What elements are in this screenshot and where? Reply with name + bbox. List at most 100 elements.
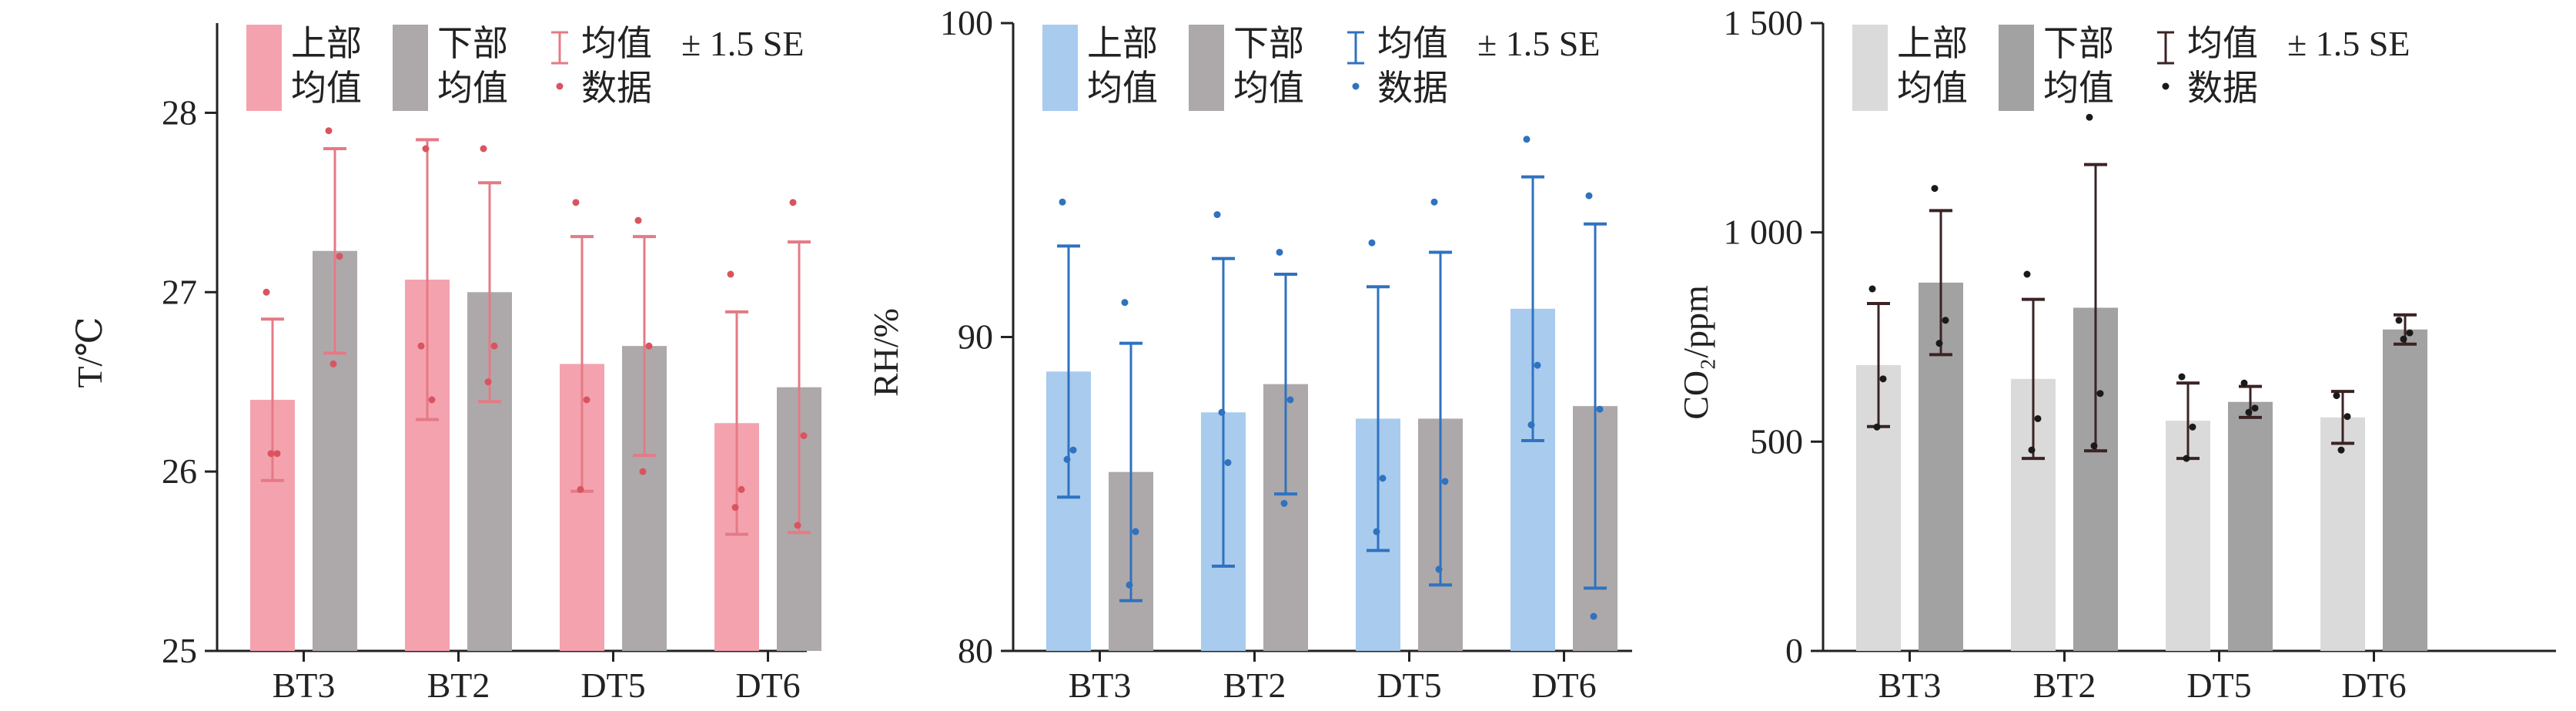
data-point [1931,185,1939,193]
legend-label-upper-line2: 均值 [1087,69,1158,108]
data-point [1590,612,1597,620]
data-point [800,432,808,440]
legend-label-lower-line2: 均值 [2043,69,2114,108]
data-point [1585,192,1593,200]
data-point [1218,408,1226,416]
x-tick-label: BT3 [1069,666,1132,705]
legend-label-mean: 均值 [581,24,652,63]
y-tick-label: 25 [162,631,197,670]
data-point [1596,405,1604,413]
legend-label-upper-line1: 上部 [1897,24,1968,63]
data-point [1441,478,1449,485]
data-point [267,450,275,458]
data-point [1435,565,1443,573]
x-tick-label: BT3 [1878,666,1942,705]
data-point [263,288,270,296]
x-tick-label: DT5 [2186,666,2251,705]
data-point [1286,396,1294,404]
data-point [577,485,584,493]
legend-label-se: ± 1.5 SE [1477,24,1600,63]
y-tick-label: 26 [162,451,197,491]
data-point [2251,404,2259,412]
legend-label-mean: 均值 [2187,24,2258,63]
x-tick-label: DT6 [2341,666,2406,705]
legend-label-data: 数据 [1377,69,1448,108]
legend-label-lower-line1: 下部 [2043,24,2114,63]
legend-label-upper-line1: 上部 [1087,24,1158,63]
x-tick-label: DT5 [580,666,645,705]
data-point [325,127,333,135]
x-tick-label: DT5 [1377,666,1441,705]
data-point [1280,499,1288,507]
bar-DT6-lower [2383,329,2427,651]
data-point [1879,375,1887,383]
data-point [1868,285,1876,293]
legend-label-se: ± 1.5 SE [681,24,804,63]
data-point [645,342,653,350]
legend-swatch-lower [1189,25,1224,111]
legend-swatch-upper [1852,25,1888,111]
data-point [417,342,425,350]
data-point [1224,459,1232,466]
data-point [2406,329,2414,337]
legend-swatch-upper [1042,25,1078,111]
data-point [634,216,642,224]
y-tick-label: 1 500 [1724,3,1804,42]
x-tick-label: DT6 [735,666,800,705]
legend-point-icon [2162,82,2170,90]
y-tick-label: 90 [958,317,993,357]
data-point [1132,528,1139,535]
x-tick-label: BT2 [427,666,490,705]
x-tick-label: DT6 [1531,666,1596,705]
legend-label-mean: 均值 [1377,24,1448,63]
data-point [1534,361,1541,369]
data-point [336,253,343,260]
data-point [2343,413,2351,421]
x-tick-label: BT2 [1223,666,1286,705]
data-point [727,270,734,278]
data-point [1063,455,1071,463]
y-tick-label: 28 [162,92,197,132]
data-point [2023,270,2031,278]
data-point [789,199,797,206]
y-tick-label: 0 [1785,631,1803,670]
data-point [422,145,430,153]
data-point [1430,198,1438,206]
data-point [2090,442,2098,450]
data-point [2028,446,2036,454]
data-point [2337,446,2345,454]
data-point [1373,528,1380,535]
legend-label-se: ± 1.5 SE [2287,24,2410,63]
legend-label-lower-line2: 均值 [437,69,508,108]
data-point [639,468,647,475]
data-point [2245,408,2253,416]
data-point [2178,373,2186,381]
legend-label-upper-line2: 均值 [1897,69,1968,108]
y-axis-label: RH/% [866,308,905,397]
y-tick-label: 80 [958,631,993,670]
data-point [1213,211,1221,219]
legend-label-data: 数据 [2187,69,2258,108]
data-point [2034,414,2042,422]
data-point [2395,317,2403,324]
data-point [490,342,498,350]
data-point [2240,379,2248,387]
data-point [428,396,436,404]
legend-label-lower-line1: 下部 [437,24,508,63]
legend-label-upper-line1: 上部 [291,24,362,63]
data-point [273,450,281,458]
data-point [738,485,745,493]
y-axis-label: T/℃ [70,317,109,387]
y-tick-label: 1 000 [1724,213,1804,252]
y-tick-label: 27 [162,272,197,311]
data-point [2189,423,2196,431]
data-point [572,199,580,206]
data-point [484,378,492,386]
